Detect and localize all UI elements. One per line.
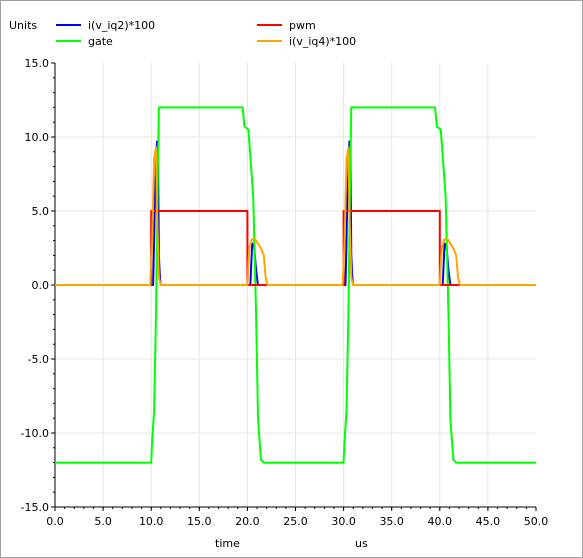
x-tick-label: 0.0 [46,515,64,528]
y-tick-label: -10.0 [21,427,49,440]
legend-label: gate [88,35,113,48]
series-line-1 [55,106,536,464]
series-line-3 [55,146,536,286]
x-tick-label: 45.0 [476,515,501,528]
legend-label: pwm [289,19,316,32]
y-tick-label: 5.0 [32,205,50,218]
axes: 0.0 5.0 10.0 15.0 20.0 25.0 30.0 35.0 40.0 45.0 50… [21,57,549,528]
x-tick-label: 35.0 [379,515,404,528]
y-tick-label: 0.0 [32,279,50,292]
x-tick-label: 5.0 [94,515,112,528]
x-tick-label: 15.0 [187,515,212,528]
y-tick-label: -15.0 [21,501,49,514]
y-axis-label: Units [9,19,37,32]
x-axis-unit: us [355,537,368,550]
x-tick-label: 10.0 [139,515,164,528]
y-tick-label: 10.0 [25,131,50,144]
x-axis-label: time [215,537,240,550]
y-tick-label: 15.0 [25,57,50,70]
series-lines [55,106,536,464]
legend-label: i(v_iq2)*100 [88,19,155,32]
x-tick-label: 50.0 [524,515,549,528]
x-tick-label: 20.0 [235,515,260,528]
x-tick-label: 40.0 [428,515,453,528]
y-tick-label: -5.0 [28,353,49,366]
legend-label: i(v_iq4)*100 [289,35,356,48]
x-tick-label: 30.0 [331,515,356,528]
x-tick-label: 25.0 [283,515,308,528]
